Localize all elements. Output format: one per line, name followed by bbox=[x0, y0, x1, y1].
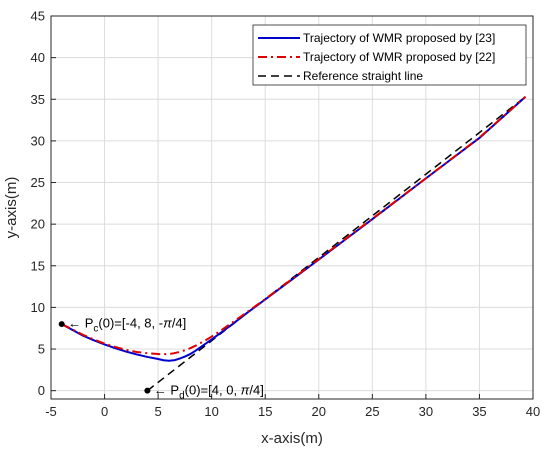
annot-pi: π bbox=[163, 316, 172, 331]
start-point-1 bbox=[58, 321, 65, 328]
x-tick-label: 40 bbox=[526, 404, 540, 419]
y-tick-label: 30 bbox=[31, 133, 45, 148]
legend-box bbox=[252, 24, 527, 86]
y-tick-label: 35 bbox=[31, 92, 45, 107]
legend-label-series-3: Reference straight line bbox=[303, 69, 423, 83]
y-tick-label: 20 bbox=[31, 217, 45, 232]
x-tick-label: 30 bbox=[419, 404, 433, 419]
start-point-2 bbox=[144, 387, 151, 394]
annot-value: (0)=[4, 0, bbox=[185, 382, 241, 397]
annot-subscript: c bbox=[93, 324, 98, 335]
legend-label-series-1: Trajectory of WMR proposed by [23] bbox=[303, 31, 495, 45]
annot-prefix: ← P bbox=[68, 316, 93, 331]
annot-subscript: d bbox=[179, 390, 185, 401]
series-line-1 bbox=[61, 96, 527, 362]
annot-prefix: ← P bbox=[154, 382, 179, 397]
x-tick-label: 35 bbox=[472, 404, 486, 419]
initial-pose-label-1: ← Pc(0)=[-4, 8, -π/4] bbox=[68, 316, 186, 335]
legend: Trajectory of WMR proposed by [23] Traje… bbox=[252, 24, 527, 86]
y-tick-label: 40 bbox=[31, 50, 45, 65]
legend-label-series-2: Trajectory of WMR proposed by [22] bbox=[303, 50, 495, 64]
x-tick-label: 0 bbox=[101, 404, 108, 419]
points-layer bbox=[58, 321, 151, 394]
y-tick-label: 0 bbox=[38, 383, 45, 398]
y-tick-label: 5 bbox=[38, 342, 45, 357]
annot-pi: π bbox=[241, 382, 250, 397]
y-tick-label: 15 bbox=[31, 258, 45, 273]
x-tick-label: 10 bbox=[204, 404, 218, 419]
y-axis-label: y-axis(m) bbox=[3, 177, 20, 239]
x-tick-label: 15 bbox=[258, 404, 272, 419]
annot-value: (0)=[-4, 8, - bbox=[98, 316, 163, 331]
x-tick-label: -5 bbox=[45, 404, 57, 419]
series-layer bbox=[61, 96, 527, 392]
plot-frame bbox=[50, 15, 534, 400]
x-axis-label: x-axis(m) bbox=[261, 430, 323, 447]
x-tick-label: 25 bbox=[365, 404, 379, 419]
x-tick-label: 5 bbox=[154, 404, 161, 419]
series-line-3 bbox=[146, 96, 526, 392]
y-tick-label: 45 bbox=[31, 9, 45, 24]
annot-tail: /4] bbox=[172, 316, 186, 331]
y-tick-label: 25 bbox=[31, 175, 45, 190]
initial-pose-label-2: ← Pd(0)=[4, 0, π/4] bbox=[154, 382, 264, 401]
annotations-layer: ← Pc(0)=[-4, 8, -π/4]← Pd(0)=[4, 0, π/4] bbox=[68, 316, 264, 402]
annot-tail: /4] bbox=[249, 382, 263, 397]
y-tick-label: 10 bbox=[31, 300, 45, 315]
x-tick-label: 20 bbox=[312, 404, 326, 419]
